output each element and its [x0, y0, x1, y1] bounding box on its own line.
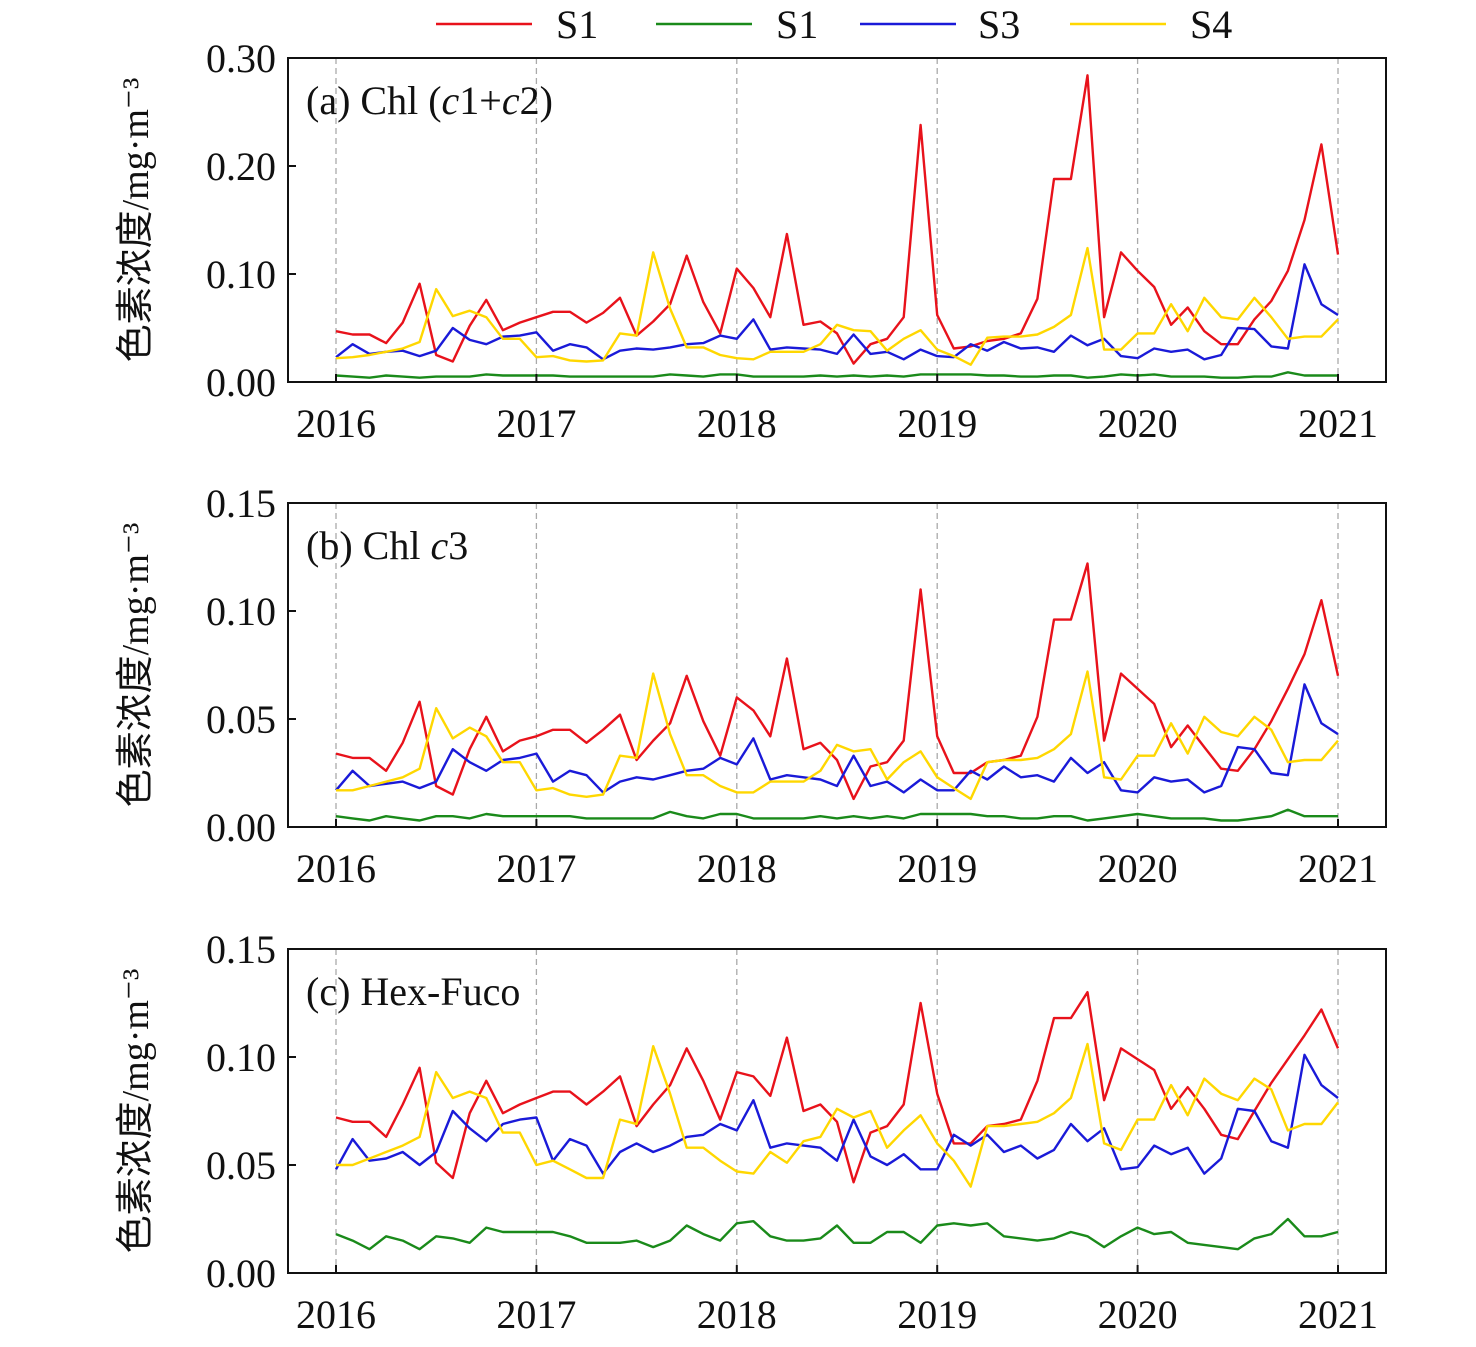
series-line-s1-1 — [335, 562, 1340, 801]
chart-panel-3: 0.00 0.05 0.10 0.15 2016 2017 2018 2019 2020 2021… — [115, 927, 1387, 1337]
y-tick-label: 0.05 — [206, 697, 276, 742]
legend: S1 S1 S3 S4 — [436, 2, 1232, 47]
chart-panel-1: 0.00 0.10 0.20 0.30 2016 2017 2018 2019 2020 2021… — [115, 36, 1387, 446]
legend-label-3: S3 — [978, 2, 1020, 47]
legend-item-3: S3 — [860, 2, 1020, 47]
y-axis-label: 色素浓度/mg·m⁻³ — [115, 78, 157, 363]
y-tick-label: 0.15 — [206, 481, 276, 526]
y-tick-label: 0.10 — [206, 1035, 276, 1080]
legend-item-4: S4 — [1070, 2, 1232, 47]
x-tick-label: 2016 — [296, 1292, 376, 1337]
y-axis-label: 色素浓度/mg·m⁻³ — [115, 969, 157, 1254]
series-line-s4-4 — [336, 1042, 1339, 1188]
x-tick-label: 2020 — [1098, 1292, 1178, 1337]
x-tick-label: 2017 — [496, 401, 576, 446]
panel-title: (a) Chl (c1+c2) — [306, 78, 553, 123]
series-line-s1-2 — [335, 371, 1338, 379]
series-line-s4-4 — [335, 246, 1339, 366]
y-tick-label: 0.00 — [206, 360, 276, 405]
y-tick-label: 0.30 — [206, 36, 276, 81]
x-tick-label: 2018 — [697, 1292, 777, 1337]
y-tick-label: 0.15 — [206, 927, 276, 972]
x-tick-label: 2018 — [697, 846, 777, 891]
x-tick-label: 2016 — [296, 846, 376, 891]
x-tick-label: 2018 — [697, 401, 777, 446]
x-tick-label: 2021 — [1298, 846, 1378, 891]
x-tick-label: 2016 — [296, 401, 376, 446]
x-tick-label: 2019 — [897, 401, 977, 446]
panel-title: (c) Hex-Fuco — [306, 969, 520, 1014]
y-tick-label: 0.00 — [206, 1251, 276, 1296]
y-axis-label: 色素浓度/mg·m⁻³ — [115, 523, 157, 808]
legend-label-1: S1 — [556, 2, 598, 47]
plot-frame — [287, 948, 1387, 1274]
plot-frame — [287, 502, 1387, 828]
series-line-s1-1 — [335, 991, 1340, 1184]
x-tick-label: 2017 — [496, 846, 576, 891]
series-line-s3-3 — [334, 1053, 1339, 1175]
series-line-s1-2 — [335, 808, 1338, 822]
y-tick-label: 0.10 — [206, 589, 276, 634]
legend-item-2: S1 — [656, 2, 818, 47]
x-tick-label: 2019 — [897, 1292, 977, 1337]
y-tick-label: 0.10 — [206, 252, 276, 297]
y-tick-label: 0.20 — [206, 144, 276, 189]
legend-label-2: S1 — [776, 2, 818, 47]
series-line-s1-1 — [335, 74, 1340, 365]
panel-title: (b) Chl c3 — [306, 523, 468, 568]
y-tick-label: 0.00 — [206, 805, 276, 850]
chart-panels: 0.00 0.10 0.20 0.30 2016 2017 2018 2019 2020 2021… — [115, 36, 1387, 1337]
x-tick-label: 2020 — [1098, 401, 1178, 446]
legend-item-1: S1 — [436, 2, 598, 47]
plot-frame — [287, 57, 1387, 383]
series-line-s4-4 — [336, 670, 1339, 801]
chart-panel-2: 0.00 0.05 0.10 0.15 2016 2017 2018 2019 2020 2021… — [115, 481, 1387, 891]
legend-label-4: S4 — [1190, 2, 1232, 47]
series-line-s3-3 — [335, 263, 1339, 361]
x-tick-label: 2020 — [1098, 846, 1178, 891]
x-tick-label: 2017 — [496, 1292, 576, 1337]
series-line-s1-2 — [335, 1217, 1339, 1251]
x-tick-label: 2021 — [1298, 401, 1378, 446]
x-tick-label: 2021 — [1298, 1292, 1378, 1337]
y-tick-label: 0.05 — [206, 1143, 276, 1188]
x-tick-label: 2019 — [897, 846, 977, 891]
